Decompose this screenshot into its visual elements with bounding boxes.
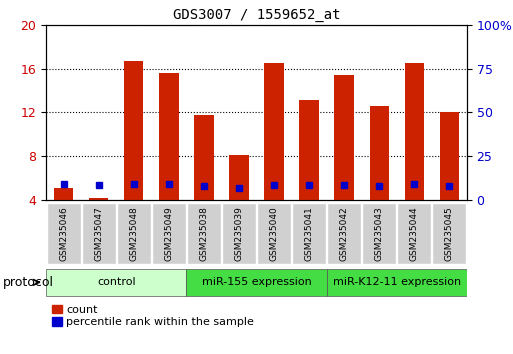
Legend: count, percentile rank within the sample: count, percentile rank within the sample: [52, 305, 254, 327]
Text: protocol: protocol: [3, 276, 53, 289]
Bar: [300, 100, 319, 200]
FancyBboxPatch shape: [257, 203, 291, 264]
Bar: [54, 188, 73, 200]
Text: miR-K12-11 expression: miR-K12-11 expression: [332, 277, 461, 287]
Text: GSM235048: GSM235048: [129, 206, 139, 261]
FancyBboxPatch shape: [116, 203, 151, 264]
Text: GSM235046: GSM235046: [59, 206, 68, 261]
FancyBboxPatch shape: [187, 203, 221, 264]
Text: GSM235047: GSM235047: [94, 206, 103, 261]
Bar: [264, 63, 284, 200]
Text: control: control: [97, 277, 135, 287]
FancyBboxPatch shape: [47, 203, 81, 264]
FancyBboxPatch shape: [327, 269, 467, 296]
FancyBboxPatch shape: [186, 269, 327, 296]
Text: GSM235041: GSM235041: [305, 206, 313, 261]
FancyBboxPatch shape: [292, 203, 326, 264]
Text: miR-155 expression: miR-155 expression: [202, 277, 311, 287]
Bar: [229, 155, 249, 200]
Text: GSM235045: GSM235045: [445, 206, 454, 261]
Bar: [194, 115, 213, 200]
FancyBboxPatch shape: [432, 203, 466, 264]
Text: GSM235038: GSM235038: [200, 206, 208, 261]
FancyBboxPatch shape: [222, 203, 256, 264]
FancyBboxPatch shape: [152, 203, 186, 264]
Text: GSM235044: GSM235044: [410, 206, 419, 261]
Bar: [89, 198, 108, 200]
Bar: [369, 106, 389, 200]
Bar: [440, 113, 459, 200]
FancyBboxPatch shape: [397, 203, 431, 264]
Text: GSM235039: GSM235039: [234, 206, 244, 261]
FancyBboxPatch shape: [362, 203, 397, 264]
FancyBboxPatch shape: [46, 269, 186, 296]
Bar: [159, 73, 179, 200]
Bar: [405, 63, 424, 200]
Text: GSM235043: GSM235043: [374, 206, 384, 261]
Bar: [334, 75, 354, 200]
Title: GDS3007 / 1559652_at: GDS3007 / 1559652_at: [173, 8, 340, 22]
Text: GSM235049: GSM235049: [164, 206, 173, 261]
FancyBboxPatch shape: [82, 203, 116, 264]
FancyBboxPatch shape: [327, 203, 361, 264]
Text: GSM235040: GSM235040: [269, 206, 279, 261]
Bar: [124, 61, 144, 200]
Text: GSM235042: GSM235042: [340, 206, 349, 261]
